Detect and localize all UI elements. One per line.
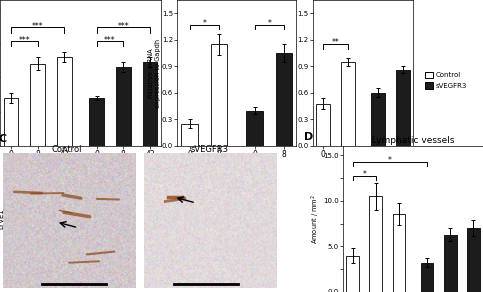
Bar — [57, 57, 72, 146]
Text: ***: *** — [32, 22, 43, 31]
Text: sVEGFR3: sVEGFR3 — [191, 145, 229, 154]
Bar — [371, 93, 385, 146]
Title: Lymphatic vessels: Lymphatic vessels — [372, 136, 454, 145]
Bar — [369, 196, 382, 292]
Bar — [341, 62, 355, 146]
Y-axis label: Relative mRNA
expression to Gapdh: Relative mRNA expression to Gapdh — [147, 39, 160, 107]
Text: *: * — [202, 19, 206, 28]
Text: D: D — [304, 132, 313, 142]
Text: *: * — [362, 170, 366, 179]
Text: **: ** — [332, 38, 340, 47]
Text: C: C — [0, 134, 7, 144]
Bar — [246, 111, 263, 146]
Bar — [444, 234, 456, 292]
Bar — [467, 228, 480, 292]
Bar — [421, 263, 433, 292]
Bar — [316, 104, 330, 146]
Text: *: * — [388, 156, 392, 165]
Bar — [276, 53, 292, 146]
Bar — [346, 256, 359, 292]
Bar — [396, 70, 410, 146]
Bar — [30, 64, 45, 146]
Text: ***: *** — [117, 22, 129, 31]
Text: ***: *** — [18, 36, 30, 45]
Bar — [116, 67, 130, 146]
Legend: Control, sVEGFR3: Control, sVEGFR3 — [425, 72, 467, 89]
Bar — [89, 98, 104, 146]
Text: Control: Control — [52, 145, 83, 154]
Bar — [211, 44, 227, 146]
Text: ***: *** — [104, 36, 116, 45]
Y-axis label: Amount / mm$^2$: Amount / mm$^2$ — [310, 194, 322, 244]
Bar — [393, 214, 405, 292]
Bar — [182, 124, 198, 146]
Bar — [4, 98, 18, 146]
Text: LYVE1: LYVE1 — [0, 208, 4, 230]
Bar — [142, 62, 157, 146]
Text: *: * — [268, 19, 271, 28]
